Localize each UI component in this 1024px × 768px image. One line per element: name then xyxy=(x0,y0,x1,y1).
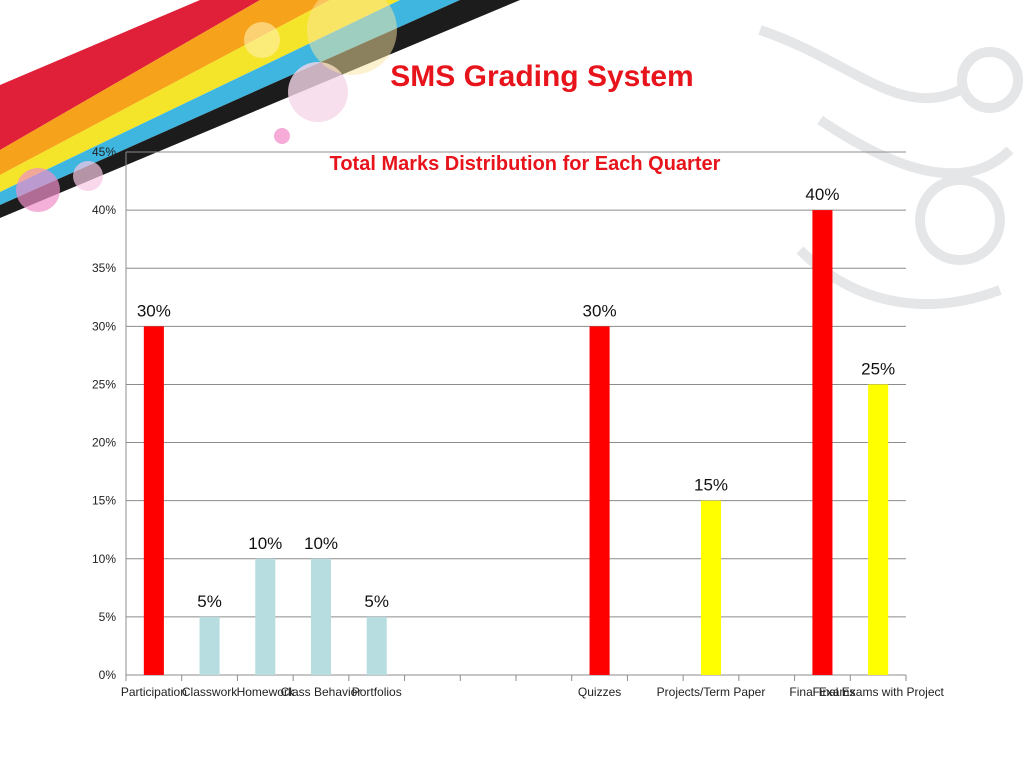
data-label: 15% xyxy=(694,476,728,495)
data-label: 25% xyxy=(861,359,895,378)
bubble xyxy=(16,168,60,212)
x-tick-label: Participation xyxy=(121,685,187,699)
y-tick-label: 30% xyxy=(92,319,116,333)
banner-stripe-black xyxy=(0,0,520,218)
bubble xyxy=(73,161,103,191)
x-tick-label: Quizzes xyxy=(578,685,621,699)
x-tick-label: Classwork xyxy=(182,685,238,699)
x-tick-label: Final Exams xyxy=(789,685,855,699)
x-tick-label: Projects/Term Paper xyxy=(657,685,766,699)
bubble xyxy=(274,128,290,144)
bar xyxy=(812,210,833,675)
slide-title: SMS Grading System xyxy=(390,60,694,93)
bars xyxy=(143,210,889,675)
y-tick-label: 35% xyxy=(92,261,116,275)
y-tick-label: 5% xyxy=(99,610,117,624)
x-tick-label: Portfolios xyxy=(352,685,402,699)
bubble xyxy=(307,0,397,75)
bubble xyxy=(244,22,280,58)
bar xyxy=(255,558,276,675)
x-axis xyxy=(125,152,907,681)
data-labels: 30% 5% 10% 10% 5% 30% 15% 40% 25% xyxy=(137,185,895,611)
bubble xyxy=(288,62,348,122)
data-label: 5% xyxy=(364,592,389,611)
data-label: 10% xyxy=(248,534,282,553)
data-label: 30% xyxy=(137,301,171,320)
data-label: 30% xyxy=(583,301,617,320)
bar xyxy=(868,384,889,675)
x-tick-label: Class Behavior xyxy=(281,685,362,699)
data-label: 5% xyxy=(197,592,222,611)
y-tick-label: 20% xyxy=(92,436,116,450)
y-tick-label: 45% xyxy=(92,145,116,159)
data-label: 10% xyxy=(304,534,338,553)
y-tick-label: 0% xyxy=(99,668,117,682)
y-tick-label: 25% xyxy=(92,377,116,391)
calligraphy-watermark xyxy=(758,25,1023,310)
bar xyxy=(700,500,722,675)
data-label: 40% xyxy=(805,185,839,204)
x-tick-label: Homework xyxy=(237,685,295,699)
y-tick-label: 15% xyxy=(92,494,116,508)
y-tick-label: 10% xyxy=(92,552,116,566)
bar xyxy=(143,326,164,675)
x-tick-label: Final Exams with Project xyxy=(812,685,944,699)
y-axis-ticks: 0% 5% 10% 15% 20% 25% 30% 35% 40% 45% xyxy=(92,145,116,682)
gridlines xyxy=(126,151,906,676)
y-tick-label: 40% xyxy=(92,203,116,217)
bar xyxy=(366,616,387,675)
bar xyxy=(310,558,332,675)
bar xyxy=(199,616,220,675)
bar xyxy=(589,326,610,675)
chart-title: Total Marks Distribution for Each Quarte… xyxy=(330,153,721,175)
